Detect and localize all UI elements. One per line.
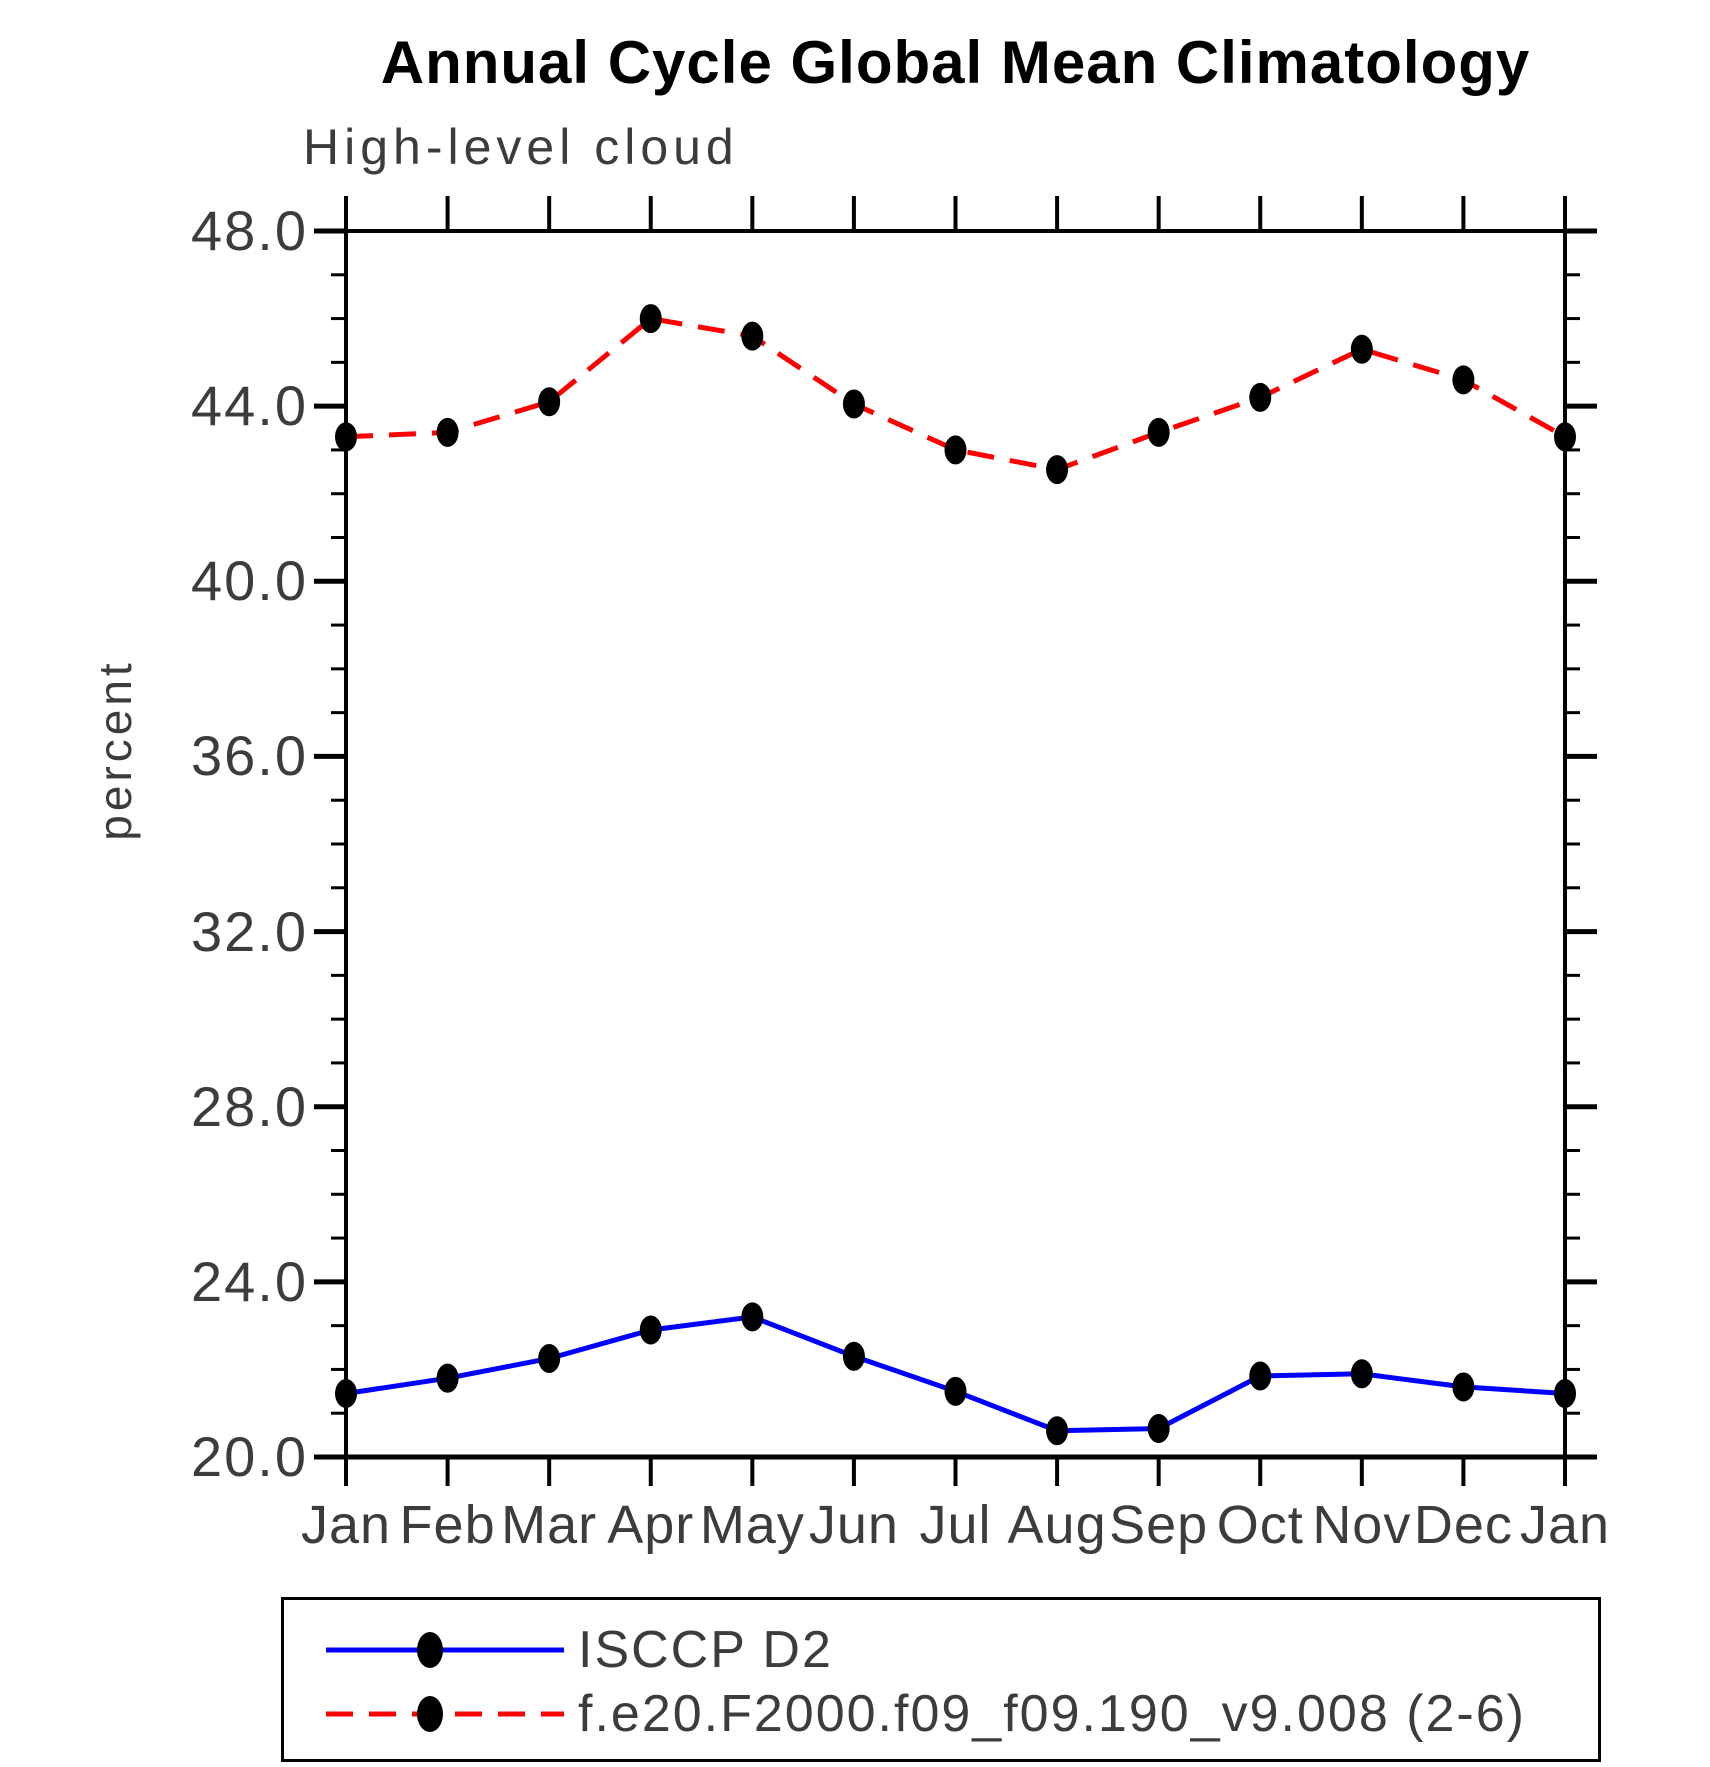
y-axis-tick-label: 44.0 [191,374,308,438]
data-point-marker-s1-Jan [1554,422,1576,452]
data-point-marker-s0-Aug [1046,1416,1069,1446]
x-axis-tick-label: Dec [1413,1495,1513,1555]
data-point-marker-s0-Jun [842,1341,865,1371]
x-axis-tick-label: Apr [607,1495,695,1555]
data-point-marker-s1-Feb [436,417,459,447]
data-point-marker-s0-Feb [436,1363,459,1393]
x-axis-tick-label: Feb [399,1495,496,1555]
y-axis-tick-label: 40.0 [191,549,308,613]
legend-item-isccp: ISCCP D2 [284,1618,1598,1682]
data-point-marker-s1-Jul [944,435,967,465]
series-line-0 [345,1314,1566,1434]
y-axis-tick-label: 20.0 [191,1425,308,1488]
data-point-marker-s1-May [741,321,764,351]
data-point-marker-s1-Nov [1350,334,1373,364]
y-axis-tick-label: 48.0 [191,199,308,262]
data-point-marker-s1-Mar [538,387,561,417]
y-axis-tick-label: 28.0 [191,1074,308,1138]
x-axis-tick-label: Jan [300,1495,392,1555]
legend-label: f.e20.F2000.f09_f09.190_v9.008 (2-6) [578,1685,1526,1743]
legend-item-model-run: f.e20.F2000.f09_f09.190_v9.008 (2-6) [284,1682,1598,1746]
data-point-marker-s0-Nov [1350,1359,1373,1389]
x-axis-tick-label: Mar [501,1495,598,1555]
y-axis-tick-label: 24.0 [191,1249,308,1313]
data-point-marker-s1-Oct [1249,382,1272,412]
legend-marker-dot [417,1696,443,1732]
legend-marker-dot [417,1632,443,1668]
y-axis-tick-label: 36.0 [191,724,308,788]
data-point-marker-s0-Sep [1147,1414,1170,1444]
data-point-marker-s0-May [741,1302,764,1332]
legend-box: ISCCP D2 f.e20.F2000.f09_f09.190_v9.008 … [281,1597,1601,1762]
data-point-marker-s0-Oct [1249,1361,1272,1391]
x-axis-tick-label: Oct [1216,1495,1304,1555]
data-point-marker-s1-Jun [842,389,865,419]
legend-label: ISCCP D2 [578,1621,833,1679]
data-point-marker-s1-Jan [335,422,357,452]
data-point-marker-s1-Sep [1147,417,1170,447]
x-axis-tick-label: Jun [808,1495,899,1555]
data-point-marker-s0-Dec [1452,1372,1475,1402]
x-axis-tick-label: Jan [1519,1495,1611,1555]
data-point-marker-s0-Jan [335,1379,357,1409]
legend-swatch-solid-line [326,1632,564,1668]
data-point-marker-s0-Jan [1554,1379,1576,1409]
chart-title: Annual Cycle Global Mean Climatology [380,29,1531,96]
data-point-marker-s0-Mar [538,1343,561,1373]
data-point-marker-s0-Apr [639,1315,662,1345]
legend-swatch-dashed-line [326,1696,564,1732]
chart-subtitle: High-level cloud [303,119,739,175]
x-axis-tick-label: Aug [1007,1495,1107,1555]
data-point-marker-s1-Apr [639,304,662,334]
data-point-marker-s1-Aug [1046,455,1069,485]
x-axis-tick-label: Nov [1312,1495,1412,1555]
data-point-marker-s0-Jul [944,1376,967,1406]
y-axis-tick-label: 32.0 [191,899,308,963]
x-axis-tick-label: Sep [1109,1495,1209,1555]
x-axis-tick-label: Jul [919,1495,992,1555]
data-point-marker-s1-Dec [1452,365,1475,395]
x-axis-tick-label: May [699,1495,805,1555]
